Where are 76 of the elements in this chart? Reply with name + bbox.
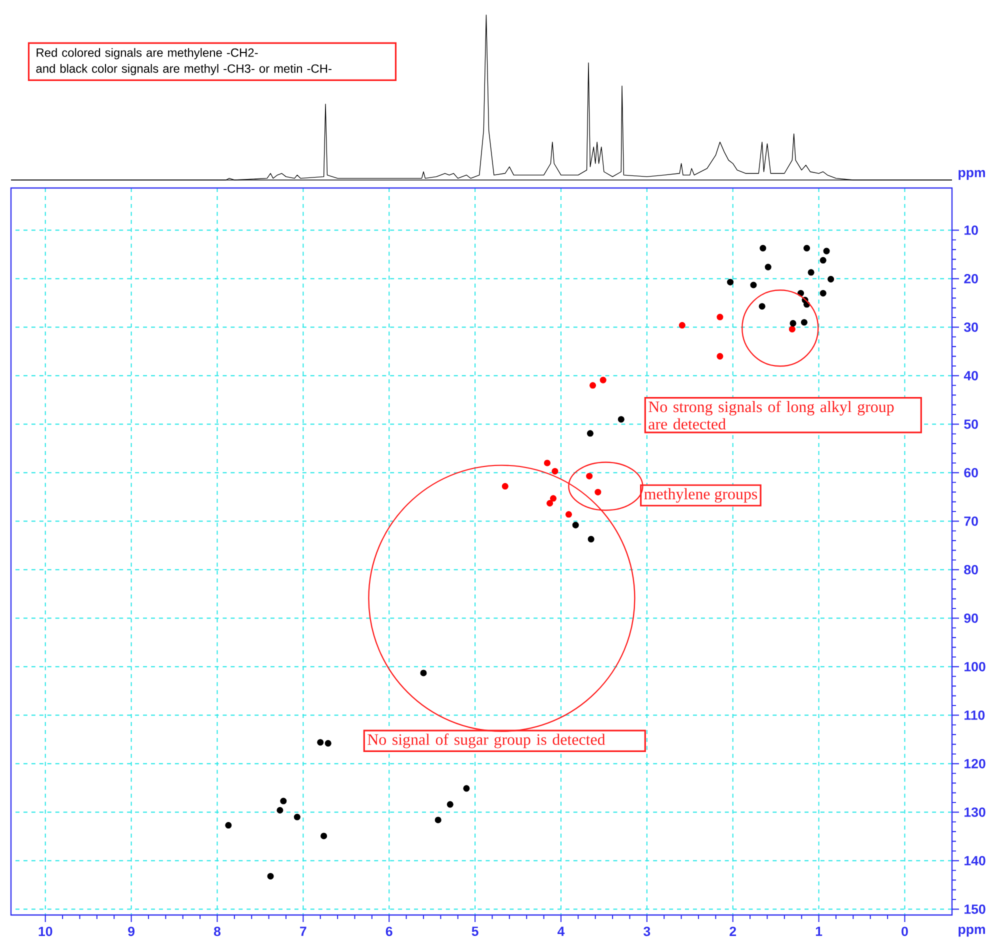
y-tick-label: 110 (964, 710, 985, 720)
point (716, 353, 724, 360)
point (280, 798, 287, 804)
y-tick-label: 70 (964, 516, 978, 526)
point (590, 382, 596, 389)
point (317, 739, 324, 746)
point (276, 806, 284, 814)
x-tick-label: 1 (816, 926, 822, 936)
x-tick-label: 6 (386, 926, 392, 936)
point (808, 269, 814, 276)
point (618, 416, 624, 423)
point (434, 816, 442, 824)
annotation: No strong signals of long alkyl group are detected (648, 400, 894, 430)
y-tick-label: 10 (964, 226, 978, 235)
point (820, 290, 826, 297)
point (586, 472, 593, 480)
point (760, 244, 766, 252)
point (750, 282, 757, 288)
point (502, 483, 508, 490)
annotation: No signal of sugar group is detected (368, 734, 606, 748)
y-tick-label: 150 (964, 904, 986, 914)
point (820, 257, 826, 264)
point (320, 832, 328, 840)
y-tick-label: 120 (964, 758, 986, 768)
point (446, 801, 454, 808)
point (586, 430, 594, 437)
point (572, 522, 579, 528)
y-tick-label: 80 (964, 564, 978, 574)
x-tick-label: 10 (38, 926, 52, 936)
x-tick-label: 0 (902, 926, 908, 936)
y-tick-label: 50 (964, 419, 978, 429)
x-tick-label: 8 (214, 926, 221, 936)
x-tick-label: 5 (472, 926, 478, 936)
y-tick-label: 30 (964, 322, 978, 332)
point (727, 278, 734, 286)
point (463, 785, 470, 792)
x-tick-label: 9 (128, 926, 134, 936)
annotation: and black color signals are methyl -CH3- or metin -CH- (36, 64, 332, 76)
point (788, 326, 796, 332)
point (594, 488, 602, 496)
point (550, 495, 557, 502)
point (546, 500, 554, 507)
point (758, 303, 766, 310)
point (294, 814, 300, 820)
point (800, 319, 808, 326)
annotation: Red colored signals are methylene -CH2- (36, 48, 258, 60)
point (324, 740, 332, 747)
point (600, 376, 606, 384)
point (544, 460, 550, 466)
y-tick-label: 100 (964, 662, 986, 672)
x-tick-label: 2 (730, 926, 736, 936)
point (823, 248, 830, 254)
point (420, 670, 427, 676)
point (552, 468, 558, 475)
x-tick-label: 4 (558, 926, 565, 936)
point (565, 511, 572, 518)
y-tick-label: 90 (964, 613, 978, 623)
point (267, 872, 274, 880)
y-tick-label: 40 (964, 370, 978, 380)
x-axis-title: ppm (958, 926, 985, 937)
annotation: methylene groups (644, 488, 758, 503)
y-axis-title: ppm (958, 170, 985, 180)
y-tick-label: 130 (964, 807, 986, 817)
point (588, 536, 594, 542)
point (790, 320, 796, 327)
point (804, 244, 810, 252)
y-tick-label: 60 (964, 468, 978, 478)
y-tick-label: 140 (964, 856, 986, 866)
point (828, 276, 834, 282)
y-tick-label: 20 (964, 274, 978, 284)
point (764, 264, 772, 270)
x-tick-label: 3 (644, 926, 650, 936)
x-tick-label: 7 (300, 926, 306, 936)
point (716, 314, 724, 320)
point (678, 322, 686, 329)
point (225, 822, 232, 829)
